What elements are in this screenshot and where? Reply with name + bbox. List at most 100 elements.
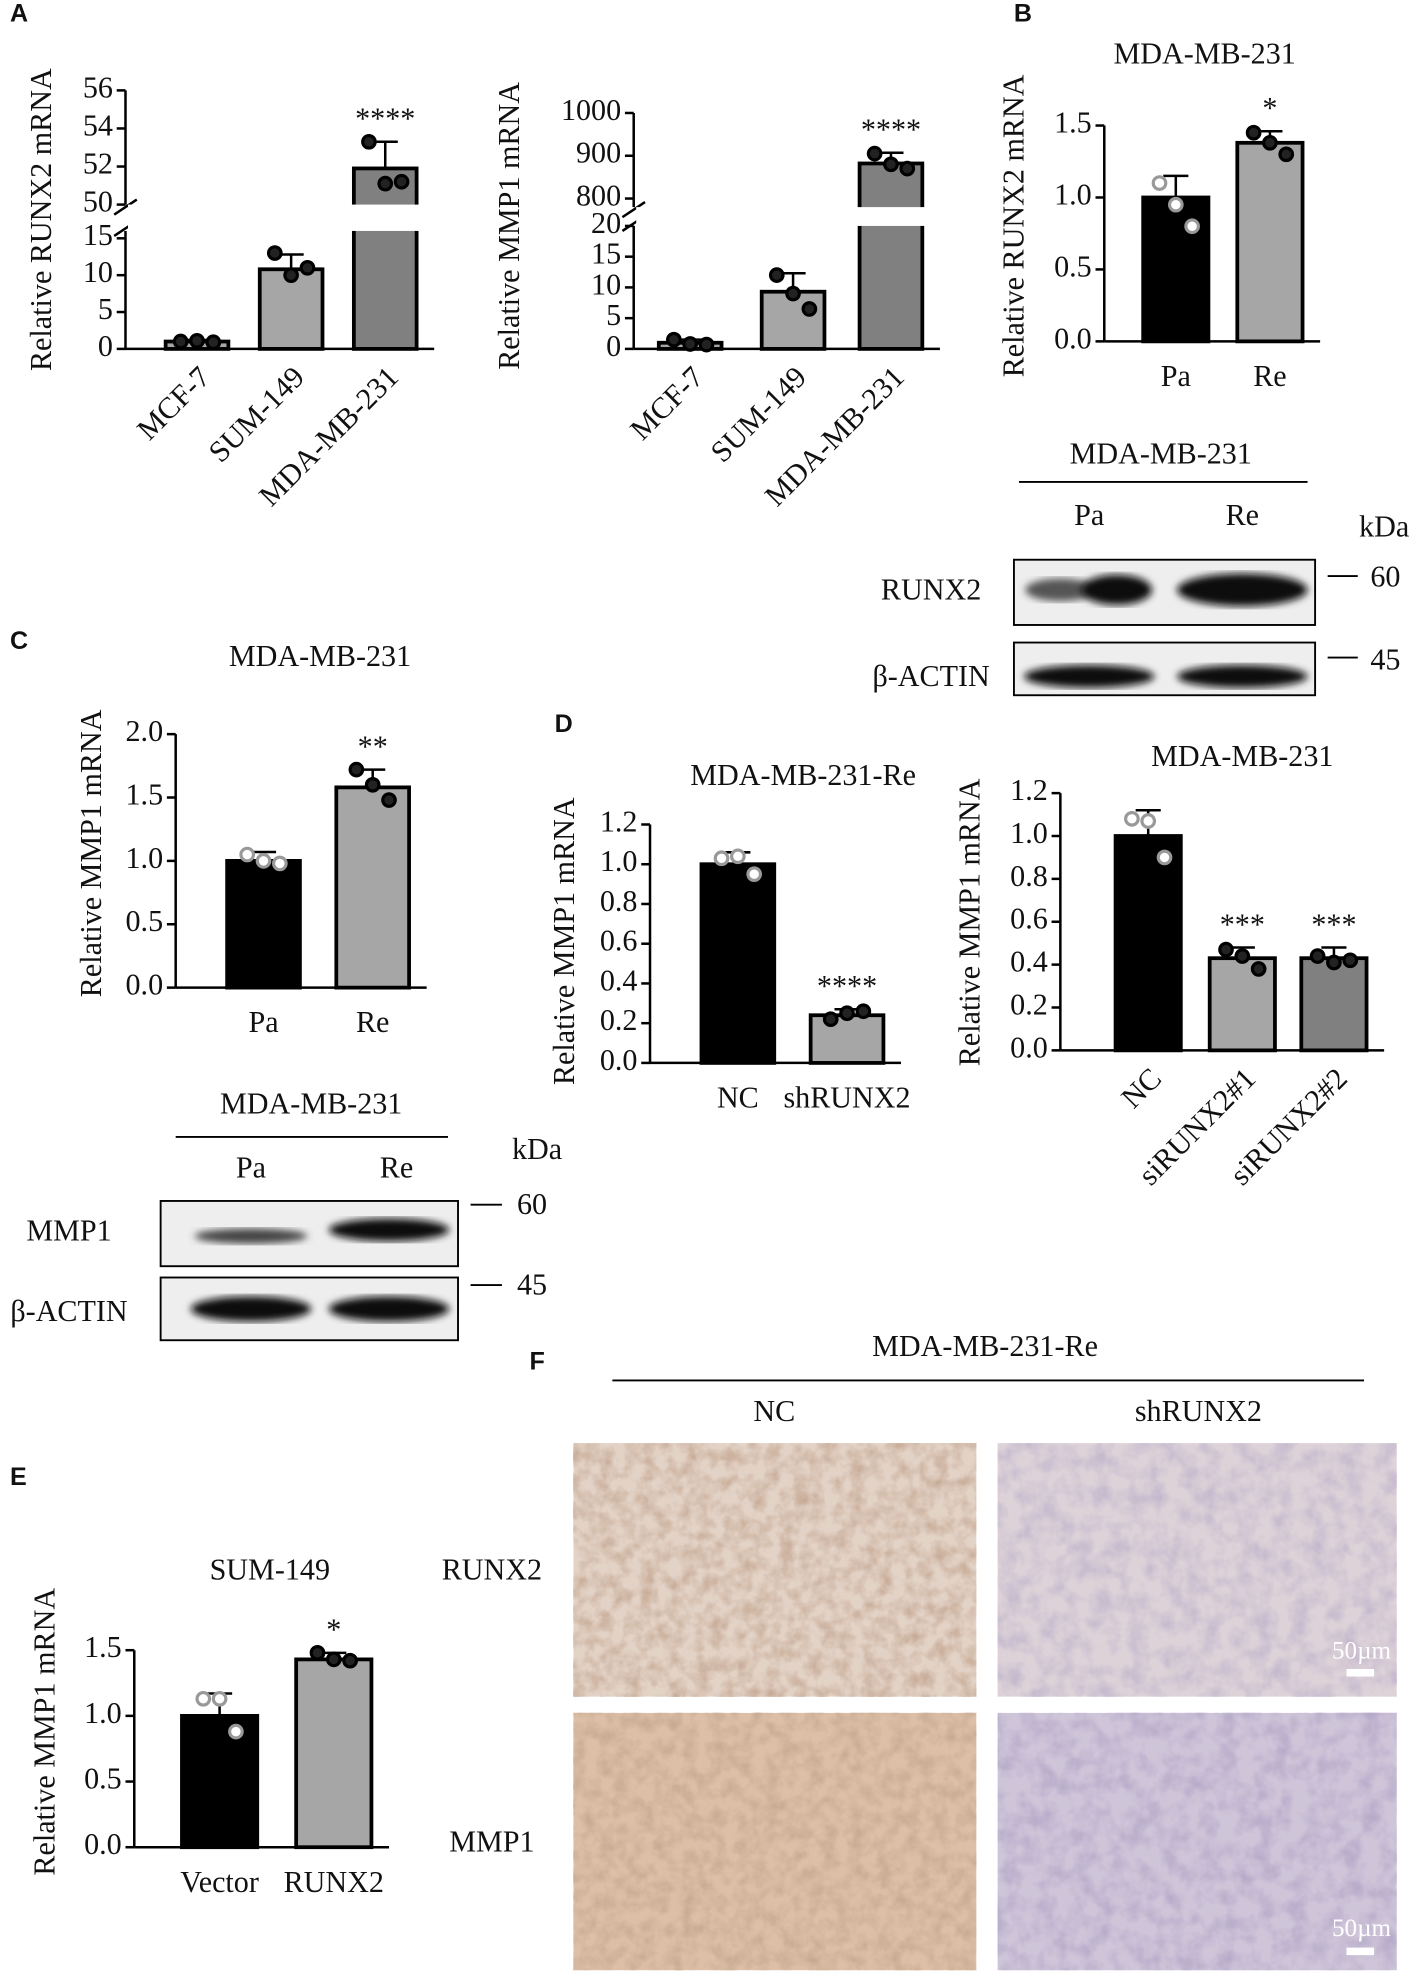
bar-chart: MDA-MB-231 Relative MMP1 mRNA 0.0 0.2 0.4 0.6… [952, 739, 1385, 1192]
bar [1235, 140, 1305, 344]
data-point [1262, 134, 1278, 151]
data-point [713, 850, 730, 867]
x-tick-label: shRUNX2 [783, 1080, 910, 1114]
y-tick-label: 0.0 [1054, 321, 1092, 355]
y-tick-label: 1.0 [1054, 177, 1092, 211]
unit: kDa [1359, 510, 1409, 544]
band [190, 1296, 312, 1322]
data-point [1342, 952, 1359, 969]
lane-label: Pa [236, 1151, 266, 1185]
bar [294, 1657, 374, 1850]
y-tick-label: 0.0 [1010, 1030, 1048, 1064]
band [1025, 578, 1096, 602]
y-tick-label: 800 [576, 178, 621, 212]
data-point [899, 160, 916, 177]
panel-letter: D [555, 710, 573, 738]
chart-title: MDA-MB-231 [1151, 739, 1333, 773]
data-point [1151, 175, 1168, 191]
data-point [255, 853, 272, 869]
significance: **** [355, 102, 415, 136]
data-point [1184, 218, 1200, 235]
y-tick-label: 1.0 [84, 1696, 122, 1730]
bar [1207, 956, 1277, 1053]
significance: **** [861, 113, 921, 147]
y-tick-label: 0.8 [600, 884, 638, 918]
y-tick-label: 54 [83, 108, 113, 142]
x-tick-label: Vector [180, 1865, 259, 1899]
y-tick-label: 0.8 [1010, 859, 1048, 893]
x-tick-label: Re [1253, 359, 1286, 393]
y-tick-label: 0.5 [125, 904, 163, 938]
row-label: MMP1 [26, 1213, 111, 1247]
y-tick-label: 1.5 [1054, 105, 1092, 139]
panel-letter: C [10, 627, 28, 655]
data-point [299, 259, 316, 276]
row-label: MMP1 [449, 1825, 534, 1859]
y-tick-label: 56 [83, 70, 113, 104]
blot-title: MDA-MB-231 [1070, 437, 1252, 471]
data-point [381, 792, 397, 808]
y-tick-label: 0.5 [84, 1761, 122, 1795]
data-point [883, 156, 899, 173]
band [328, 1218, 450, 1242]
y-tick-label: 20 [591, 206, 621, 240]
data-point [1156, 849, 1173, 866]
data-point [746, 866, 763, 883]
x-tick-label: Re [356, 1005, 389, 1039]
ihc-title: MDA-MB-231-Re [872, 1329, 1098, 1363]
data-point [698, 336, 715, 353]
band [1177, 665, 1308, 688]
data-point [211, 1690, 228, 1707]
bar [1113, 834, 1183, 1053]
data-point [325, 1651, 342, 1668]
data-point [271, 855, 288, 872]
x-tick-label: MCF-7 [130, 360, 217, 447]
bar-chart: MDA-MB-231-Re Relative MMP1 mRNA 0.0 0.2 0.4… [547, 758, 916, 1115]
data-point [1234, 948, 1251, 964]
significance: *** [1311, 907, 1356, 941]
data-point [172, 333, 189, 350]
data-point [768, 267, 785, 283]
y-tick-label: 0.0 [84, 1827, 122, 1861]
significance: * [326, 1613, 341, 1647]
bar-chart: SUM-149 Relative MMP1 mRNA 0.0 0.5 1.0 1.5 Vec… [28, 1552, 390, 1899]
bar [180, 1713, 260, 1850]
bar [351, 166, 419, 351]
significance: * [1262, 91, 1277, 125]
y-tick-label: 15 [83, 218, 113, 252]
x-tick-label: Pa [248, 1005, 278, 1039]
marker: 60 [1370, 560, 1400, 594]
y-tick-label: 5 [98, 292, 113, 326]
scale-bar-label: 50µm [1332, 1915, 1392, 1942]
data-point [866, 145, 883, 162]
blot-title: MDA-MB-231 [220, 1087, 402, 1121]
data-point [1218, 941, 1234, 958]
bar [808, 1013, 886, 1065]
y-tick-label: 1.5 [84, 1630, 122, 1664]
y-tick-label: 0 [606, 329, 621, 363]
row-label: β-ACTIN [872, 659, 990, 693]
error-bar [1163, 174, 1189, 198]
data-point [1245, 124, 1262, 141]
row-label: RUNX2 [442, 1552, 542, 1586]
bar-chart: MDA-MB-231 Relative RUNX2 mRNA 0.0 0.5 1.0 1.… [996, 36, 1321, 393]
y-tick-label: 52 [83, 146, 113, 180]
x-tick-label: Pa [1161, 359, 1191, 393]
y-tick-label: 1.0 [125, 841, 163, 875]
column-label: shRUNX2 [1135, 1394, 1262, 1428]
ihc-texture [997, 1712, 1397, 1971]
y-axis-label: Relative MMP1 mRNA [492, 82, 526, 370]
data-point [666, 331, 682, 348]
lane-label: Re [380, 1151, 413, 1185]
y-tick-label: 1000 [561, 93, 621, 127]
scale-bar-label: 50µm [1332, 1637, 1392, 1664]
bar [699, 862, 777, 1065]
y-tick-label: 0.6 [600, 924, 638, 958]
error-bar [278, 253, 304, 270]
ihc-texture [573, 1443, 977, 1697]
axis-break [621, 201, 646, 219]
data-point [195, 1690, 212, 1707]
data-point [785, 285, 801, 302]
x-tick-label: NC [1114, 1061, 1168, 1115]
